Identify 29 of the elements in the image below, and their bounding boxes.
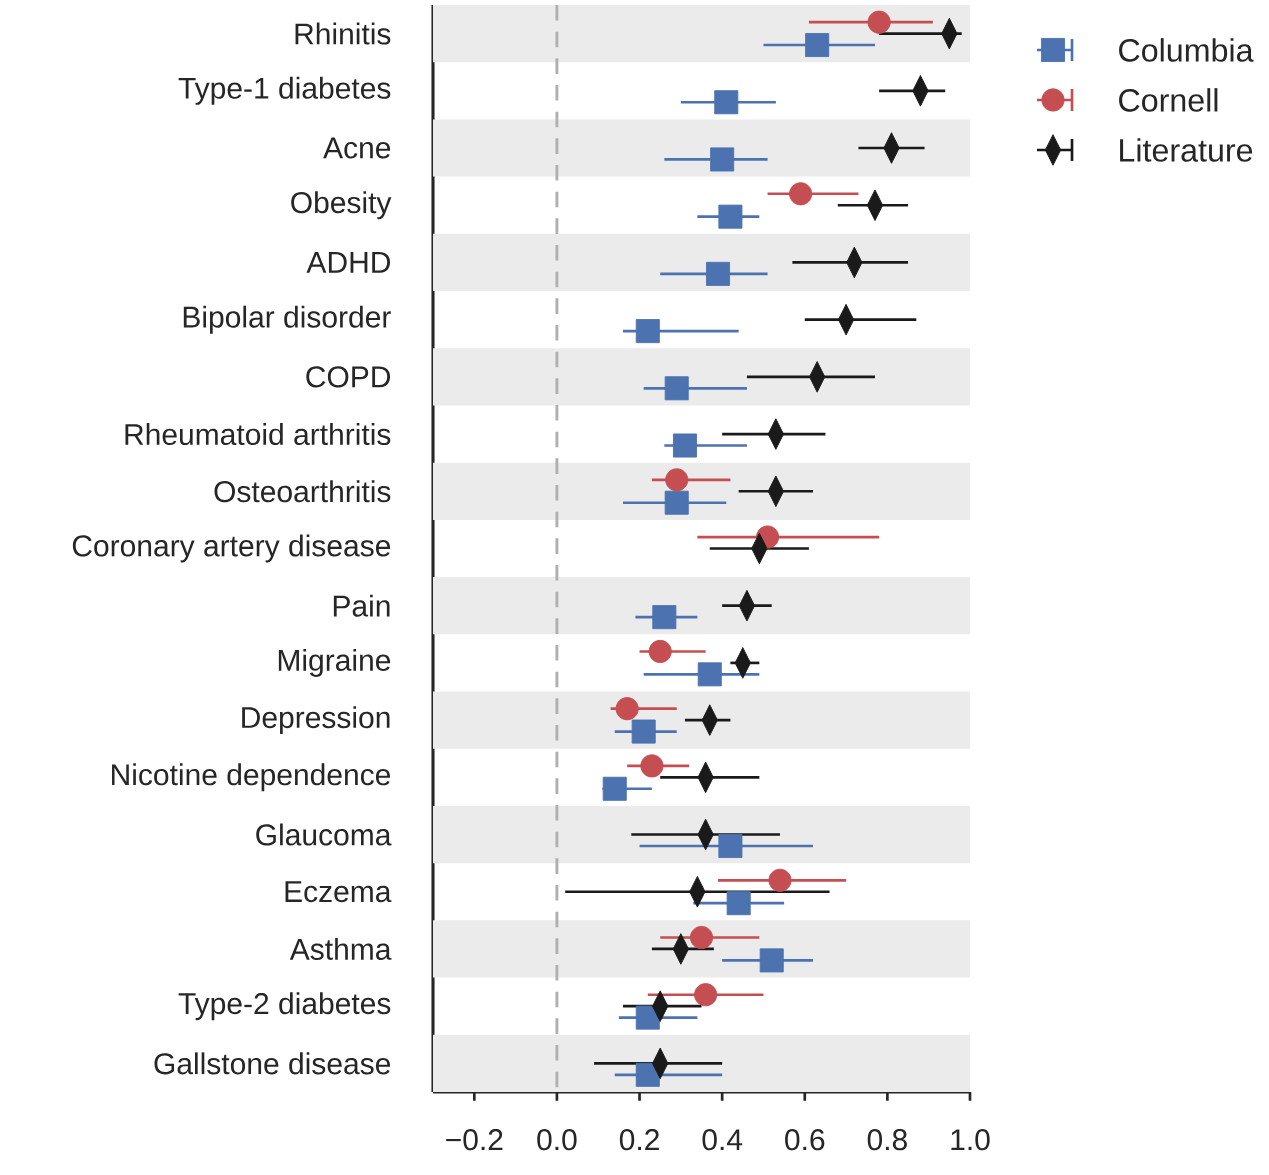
y-tick-label: Glaucoma <box>256 823 392 846</box>
x-tick-label: 0.0 <box>537 1129 577 1151</box>
y-tick-label: Gallstone disease <box>154 1052 391 1075</box>
y-tick-label: Coronary artery disease <box>72 534 391 563</box>
y-tick-label: Type-1 diabetes <box>178 76 391 105</box>
legend-label: Cornell <box>1119 88 1218 112</box>
y-tick-label: Eczema <box>285 881 392 903</box>
x-tick-label: 0.6 <box>785 1129 825 1151</box>
legend-label: Columbia <box>1119 38 1254 62</box>
y-tick-label: Acne <box>323 137 391 159</box>
x-tick-label: −0.2 <box>446 1129 503 1151</box>
y-tick-label: Asthma <box>289 937 392 960</box>
y-tick-label: Rhinitis <box>295 22 391 45</box>
y-tick-label: COPD <box>306 366 391 388</box>
y-tick-label: ADHD <box>306 252 391 273</box>
x-tick-label: 0.2 <box>619 1129 659 1151</box>
x-tick-label: 0.4 <box>702 1129 743 1151</box>
x-tick-label: 1.0 <box>951 1129 990 1151</box>
x-tick-label: 0.8 <box>867 1129 907 1151</box>
y-tick-label: Bipolar disorder <box>183 305 391 334</box>
y-tick-label: Nicotine dependence <box>112 763 391 792</box>
legend-label: Literature <box>1120 138 1253 162</box>
y-tick-label: Type-2 diabetes <box>178 992 391 1021</box>
y-tick-label: Depression <box>242 706 390 735</box>
y-tick-label: Osteoarthritis <box>214 480 391 503</box>
y-tick-label: Migraine <box>278 648 391 677</box>
y-tick-label: Obesity <box>291 191 392 220</box>
y-tick-label: Pain <box>333 594 390 617</box>
y-tick-label: Rheumatoid arthritis <box>125 423 391 446</box>
